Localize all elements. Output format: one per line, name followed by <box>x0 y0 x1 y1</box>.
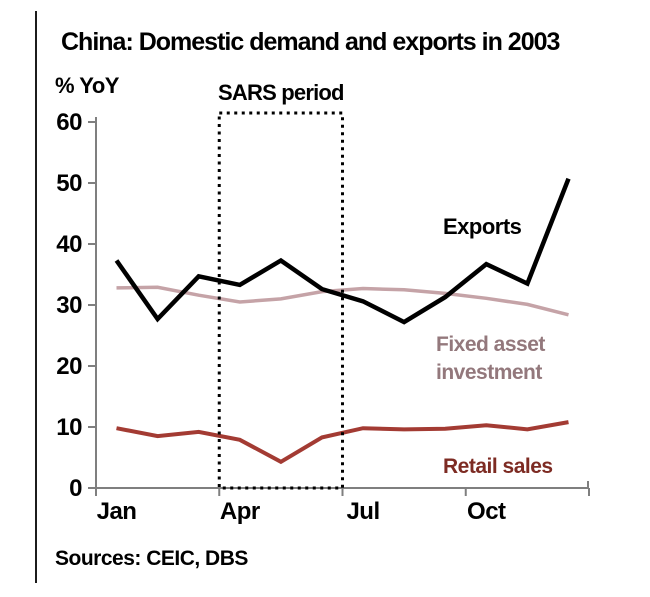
x-tick-label: Jul <box>346 498 379 525</box>
series-label-retail-sales: Retail sales <box>443 455 553 478</box>
series-label-fixed-asset-investment: investment <box>436 361 542 384</box>
y-tick-label: 40 <box>56 231 82 258</box>
series-line-exports <box>114 177 571 325</box>
sars-period-box <box>217 111 344 490</box>
x-tick-label: Apr <box>220 498 260 525</box>
sources-note: Sources: CEIC, DBS <box>55 547 248 570</box>
y-tick-label: 20 <box>56 353 82 380</box>
series-label-fixed-asset-investment: Fixed asset <box>436 333 545 356</box>
y-tick-label: 50 <box>56 170 82 197</box>
y-tick-label: 30 <box>56 292 82 319</box>
y-axis-unit-label: % YoY <box>55 73 119 98</box>
x-tick-label: Oct <box>467 498 506 525</box>
sars-period-label: SARS period <box>218 80 344 105</box>
chart-title: China: Domestic demand and exports in 20… <box>61 28 560 56</box>
series-label-exports: Exports <box>443 214 522 239</box>
x-tick-label: Jan <box>97 498 137 525</box>
y-tick-label: 0 <box>69 475 82 502</box>
left-border-line <box>35 11 37 583</box>
y-tick-label: 10 <box>56 414 82 441</box>
y-tick-label: 60 <box>56 109 82 136</box>
